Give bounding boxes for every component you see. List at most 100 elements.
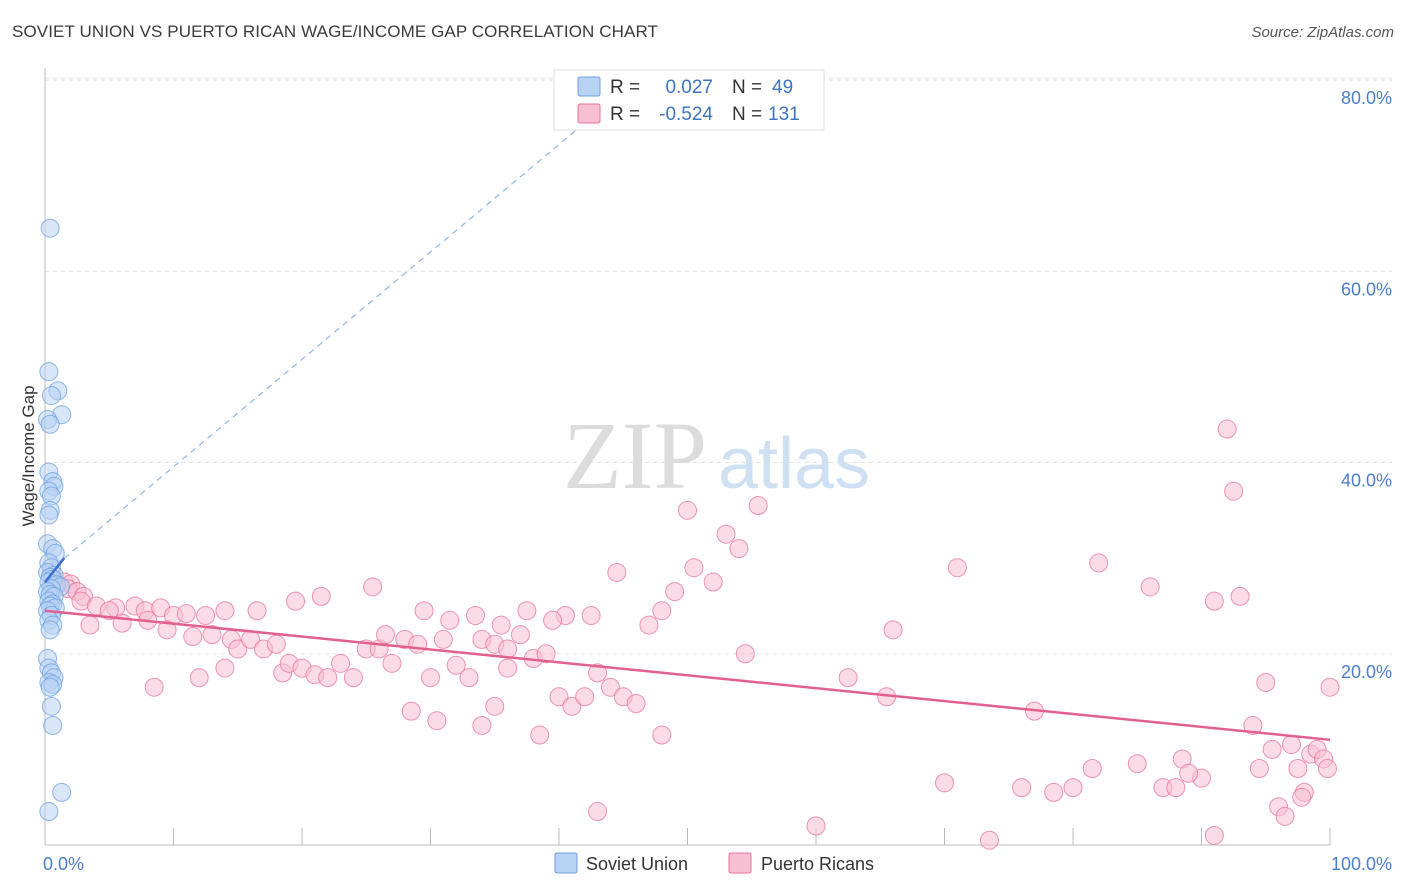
point-puerto-80 [215, 658, 235, 678]
point-puerto-49 [536, 644, 556, 664]
point-puerto-57 [639, 615, 659, 635]
point-puerto-89 [588, 802, 608, 822]
legend-r-label-puerto: R = [610, 104, 640, 125]
point-puerto-74 [311, 586, 331, 606]
x-tick-label-0: 0.0% [43, 854, 84, 874]
bottom-legend-swatch-puerto [728, 852, 752, 874]
point-puerto-90 [652, 725, 672, 745]
point-puerto-61 [703, 572, 723, 592]
trend-soviet-extended [63, 122, 586, 559]
trend-lines [44, 122, 1331, 742]
point-soviet-0 [40, 218, 60, 238]
point-puerto-113 [1224, 481, 1244, 501]
point-puerto-22 [202, 625, 222, 645]
point-puerto-59 [665, 582, 685, 602]
point-soviet-38 [40, 620, 60, 640]
point-puerto-46 [498, 639, 518, 659]
point-puerto-62 [716, 524, 736, 544]
point-puerto-16 [80, 615, 100, 635]
bottom-legend-swatch-soviet [554, 852, 578, 874]
point-puerto-77 [491, 615, 511, 635]
point-puerto-73 [247, 601, 267, 621]
point-puerto-117 [1256, 672, 1276, 692]
y-tick-label-2: 60.0% [1341, 279, 1392, 299]
point-puerto-56 [626, 693, 646, 713]
point-puerto-53 [588, 663, 608, 683]
tick-labels: 20.0% 40.0% 60.0% 80.0% 0.0% 100.0% [43, 88, 1392, 874]
point-soviet-1 [39, 362, 59, 382]
point-puerto-131 [1317, 759, 1337, 778]
point-puerto-97 [935, 773, 954, 793]
point-puerto-129 [1262, 739, 1282, 759]
point-puerto-102 [1044, 782, 1064, 802]
point-puerto-65 [363, 577, 383, 597]
point-puerto-81 [286, 591, 306, 611]
legend-r-value-puerto: -0.524 [659, 104, 713, 125]
point-puerto-66 [414, 601, 434, 621]
point-puerto-88 [530, 725, 550, 745]
point-puerto-54 [600, 677, 620, 697]
point-puerto-47 [510, 625, 530, 645]
legend-r-value-soviet: 0.027 [665, 77, 713, 98]
legend-n-value-soviet: 49 [772, 77, 793, 98]
legend-r-label-soviet: R = [610, 77, 640, 98]
point-puerto-87 [498, 658, 518, 678]
legend-n-label-puerto: N = [732, 104, 762, 125]
point-puerto-112 [1217, 419, 1237, 439]
point-puerto-107 [1140, 577, 1160, 597]
data-points [38, 218, 1340, 850]
point-puerto-58 [652, 601, 672, 621]
point-puerto-33 [331, 653, 351, 673]
point-puerto-93 [806, 816, 826, 836]
point-puerto-40 [421, 668, 440, 688]
point-puerto-114 [1230, 586, 1250, 606]
point-soviet-6 [40, 414, 60, 434]
point-puerto-119 [1275, 806, 1295, 826]
point-puerto-121 [1288, 759, 1308, 778]
point-puerto-72 [215, 601, 235, 621]
trend-soviet [44, 557, 66, 583]
point-puerto-78 [543, 610, 563, 630]
y-tick-label-1: 40.0% [1341, 471, 1392, 491]
legend-top: R = 0.027 N = 49 R = -0.524 N = 131 [553, 69, 825, 131]
point-puerto-126 [1320, 677, 1340, 697]
point-puerto-27 [266, 634, 286, 654]
point-puerto-64 [748, 496, 768, 516]
point-puerto-94 [838, 668, 858, 688]
point-puerto-104 [1082, 759, 1102, 778]
grid-lines [45, 77, 1392, 655]
point-puerto-111 [1204, 825, 1224, 845]
point-puerto-63 [729, 539, 749, 559]
trend-puerto [44, 609, 1331, 742]
point-puerto-91 [678, 500, 697, 520]
axes [44, 68, 1331, 846]
point-puerto-115 [1243, 715, 1263, 735]
point-puerto-67 [465, 606, 485, 625]
point-puerto-120 [1281, 735, 1301, 755]
point-soviet-48 [52, 782, 72, 802]
point-puerto-42 [446, 655, 466, 675]
point-puerto-37 [382, 653, 402, 673]
point-puerto-76 [440, 610, 460, 630]
point-soviet-45 [40, 677, 60, 697]
chart-title: SOVIET UNION VS PUERTO RICAN WAGE/INCOME… [12, 22, 659, 41]
watermark-atlas: atlas [718, 424, 870, 504]
point-puerto-15 [196, 606, 216, 625]
point-soviet-49 [39, 802, 59, 822]
legend-n-value-puerto: 131 [768, 104, 800, 125]
y-tick-label-0: 20.0% [1341, 662, 1392, 682]
point-puerto-105 [1089, 553, 1109, 573]
point-puerto-127 [1204, 591, 1224, 611]
point-puerto-92 [735, 644, 755, 664]
point-puerto-43 [459, 668, 479, 688]
legend-swatch-soviet [577, 76, 601, 97]
point-puerto-50 [549, 687, 569, 707]
point-puerto-128 [1166, 778, 1186, 798]
point-puerto-96 [883, 620, 903, 640]
point-puerto-83 [401, 701, 421, 721]
legend-n-label-soviet: N = [732, 77, 762, 98]
point-puerto-39 [408, 634, 428, 654]
y-tick-label-3: 80.0% [1341, 88, 1392, 108]
point-puerto-116 [1249, 759, 1269, 778]
